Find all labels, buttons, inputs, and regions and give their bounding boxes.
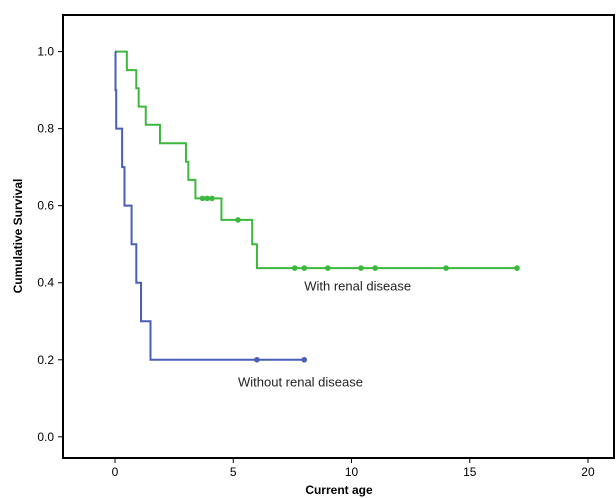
curve-annotation: Without renal disease [238,375,363,390]
annotations-layer: With renal disease Without renal disease [238,278,411,389]
censor-marker [514,265,520,271]
y-tick-label: 0.2 [37,353,54,367]
censor-marker [358,265,364,271]
y-tick-label: 0.6 [37,199,54,213]
x-axis-title: Current age [305,483,373,497]
censor-marker [301,356,308,363]
censor-marker [291,265,298,271]
censor-marker [443,265,449,271]
censor-marker [301,265,308,271]
censor-marker [199,195,206,202]
survival-curve-1 [115,50,518,270]
survival-curve-2 [114,50,305,361]
censor-marker [254,356,260,363]
x-tick-label: 15 [463,465,477,479]
y-axis-title: Cumulative Survival [11,179,25,294]
y-tick-label: 0.4 [37,276,54,290]
curve-annotation: With renal disease [304,278,411,293]
censor-marker [325,265,331,271]
censor-marker [209,195,215,202]
plot-area-frame [62,14,615,459]
series-layer [114,50,520,363]
x-tick-label: 10 [345,465,359,479]
axis-ticks: 0 5 10 15 20 0.0 0.2 0.4 0.6 0.8 1.0 [37,45,595,479]
x-tick-label: 20 [581,465,595,479]
x-tick-label: 0 [112,465,119,479]
censor-marker [235,217,241,223]
x-tick-label: 5 [230,465,237,479]
censor-marker [372,265,378,271]
y-tick-label: 0.8 [37,122,54,136]
y-tick-label: 0.0 [37,430,54,444]
censor-marker [204,195,211,202]
y-tick-label: 1.0 [37,45,54,59]
